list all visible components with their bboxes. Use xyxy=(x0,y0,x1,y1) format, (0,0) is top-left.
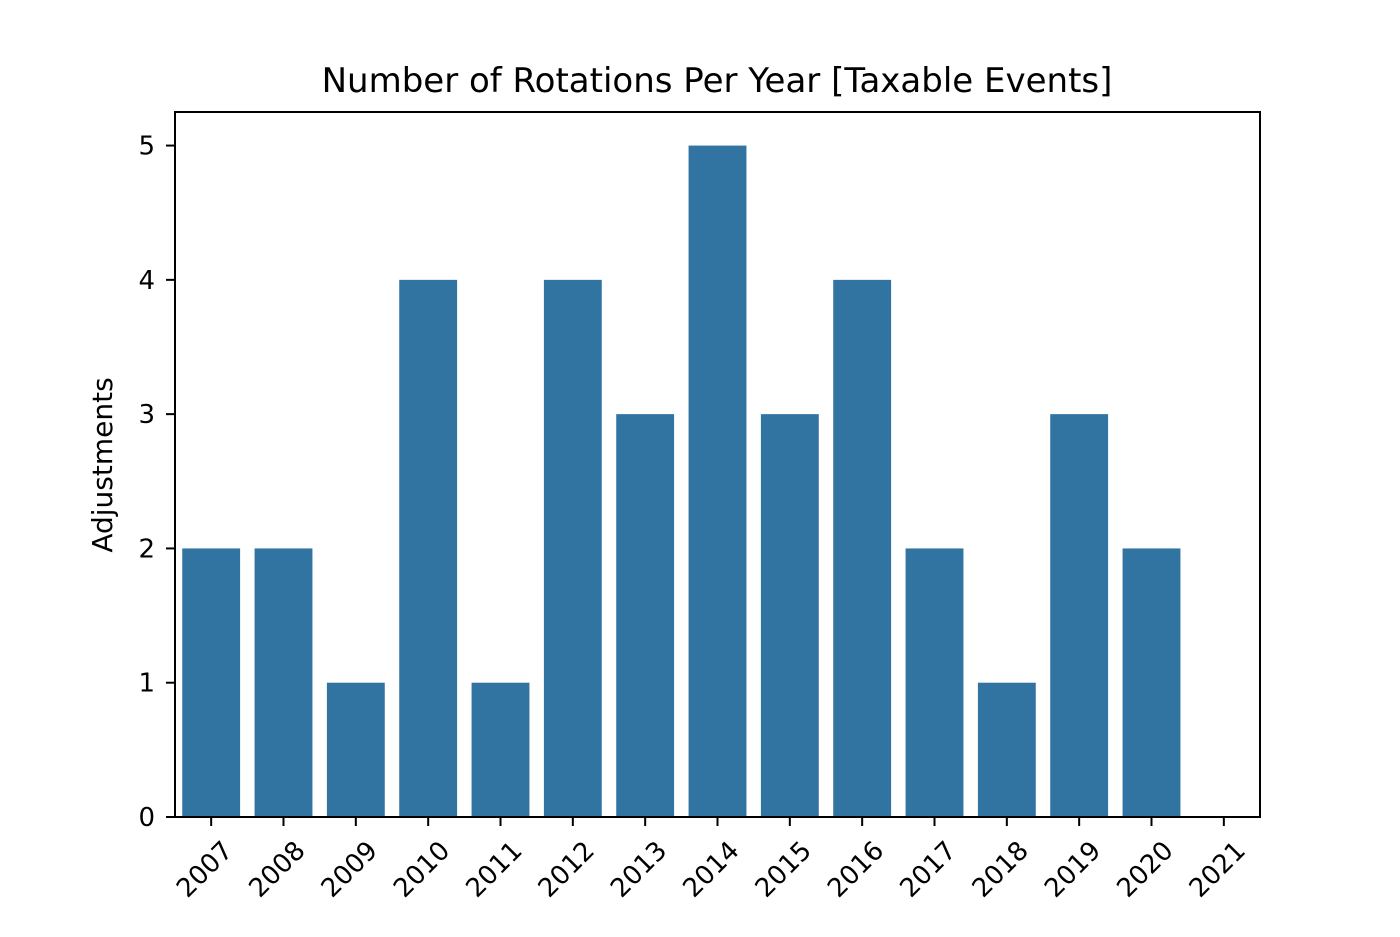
bar-2020 xyxy=(1122,548,1181,817)
bar-2011 xyxy=(471,682,530,817)
bar-2013 xyxy=(616,414,675,817)
x-tick-label: 2011 xyxy=(460,836,528,904)
x-tick-label: 2021 xyxy=(1184,836,1252,904)
y-tick-label: 1 xyxy=(138,669,155,699)
y-tick-label: 4 xyxy=(138,266,155,296)
x-tick-label: 2019 xyxy=(1039,836,1107,904)
plot-frame xyxy=(174,111,1261,818)
x-tick-label: 2007 xyxy=(171,836,239,904)
y-axis-label: Adjustments xyxy=(86,377,119,552)
x-tick-label: 2013 xyxy=(605,836,673,904)
x-tick-label: 2014 xyxy=(677,836,745,904)
x-tick-label: 2012 xyxy=(533,836,601,904)
x-tick-label: 2008 xyxy=(243,836,311,904)
x-tick-label: 2009 xyxy=(316,836,384,904)
x-tick-label: 2016 xyxy=(822,836,890,904)
bar-2016 xyxy=(833,279,892,817)
x-axis: 2007 2008 2009 2010 2011 2012 2013 2014 2015 2016… xyxy=(171,817,1252,904)
bar-2014 xyxy=(688,145,747,817)
x-tick-label: 2017 xyxy=(894,836,962,904)
bar-2012 xyxy=(543,279,602,817)
bar-2017 xyxy=(905,548,964,817)
bars xyxy=(182,145,1181,817)
x-tick-label: 2020 xyxy=(1111,836,1179,904)
x-tick-label: 2015 xyxy=(750,836,818,904)
bar-2018 xyxy=(977,682,1036,817)
bar-2007 xyxy=(182,548,241,817)
bar-2009 xyxy=(326,682,385,817)
x-tick-label: 2010 xyxy=(388,836,456,904)
bar-2015 xyxy=(760,414,819,817)
bar-2019 xyxy=(1050,414,1109,817)
y-axis: 0 1 2 3 4 5 xyxy=(138,132,175,833)
y-tick-label: 2 xyxy=(138,534,155,564)
y-tick-label: 0 xyxy=(138,803,155,833)
bar-2010 xyxy=(399,279,458,817)
chart-title: Number of Rotations Per Year [Taxable Ev… xyxy=(322,61,1113,101)
y-tick-label: 3 xyxy=(138,400,155,430)
bar-2008 xyxy=(254,548,313,817)
y-tick-label: 5 xyxy=(138,132,155,162)
x-tick-label: 2018 xyxy=(967,836,1035,904)
